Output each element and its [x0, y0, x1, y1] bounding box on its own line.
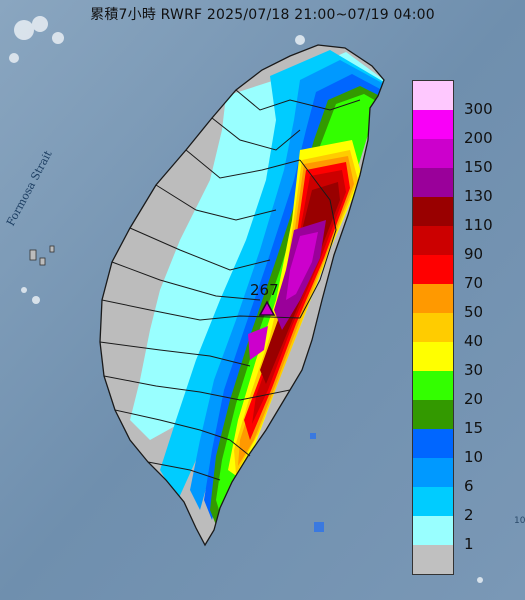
- legend-label: 70: [464, 274, 484, 292]
- legend-label: 6: [464, 477, 474, 495]
- legend-label: 1: [464, 535, 474, 553]
- legend-label: 150: [464, 158, 493, 176]
- legend-label: 30: [464, 361, 484, 379]
- rain-band-150: [286, 232, 318, 300]
- triangle-max-icon: [258, 300, 276, 316]
- legend-label: 200: [464, 129, 493, 147]
- legend-swatch: [413, 545, 453, 574]
- legend-swatch: [413, 371, 453, 400]
- max-value-label: 267: [250, 281, 279, 299]
- color-legend: [412, 80, 454, 575]
- legend-swatch: [413, 458, 453, 487]
- legend-label: 15: [464, 419, 484, 437]
- legend-swatch: [413, 487, 453, 516]
- legend-swatch: [413, 110, 453, 139]
- legend-label: 20: [464, 390, 484, 408]
- legend-swatch: [413, 284, 453, 313]
- legend-label: 10: [464, 448, 484, 466]
- legend-swatch: [413, 400, 453, 429]
- rain-band-150b: [248, 326, 268, 360]
- legend-swatch: [413, 516, 453, 545]
- legend-swatch: [413, 168, 453, 197]
- legend-label: 40: [464, 332, 484, 350]
- legend-label: 50: [464, 303, 484, 321]
- legend-swatch: [413, 139, 453, 168]
- legend-label: 300: [464, 100, 493, 118]
- legend-swatch: [413, 81, 453, 110]
- legend-swatch: [413, 255, 453, 284]
- legend-label: 90: [464, 245, 484, 263]
- county-borders: [99, 44, 385, 547]
- legend-swatch: [413, 197, 453, 226]
- cloud-speckles: [9, 16, 483, 583]
- penghu-islands: [29, 245, 55, 266]
- legend-label: 130: [464, 187, 493, 205]
- corner-text: 10: [514, 516, 525, 526]
- legend-swatch: [413, 429, 453, 458]
- legend-swatch: [413, 226, 453, 255]
- legend-swatch: [413, 342, 453, 371]
- green-island: [310, 433, 324, 532]
- legend-swatch: [413, 313, 453, 342]
- legend-label: 2: [464, 506, 474, 524]
- map-title: 累積7小時 RWRF 2025/07/18 21:00~07/19 04:00: [90, 7, 435, 23]
- taiwan-island: [99, 44, 385, 547]
- legend-label: 110: [464, 216, 493, 234]
